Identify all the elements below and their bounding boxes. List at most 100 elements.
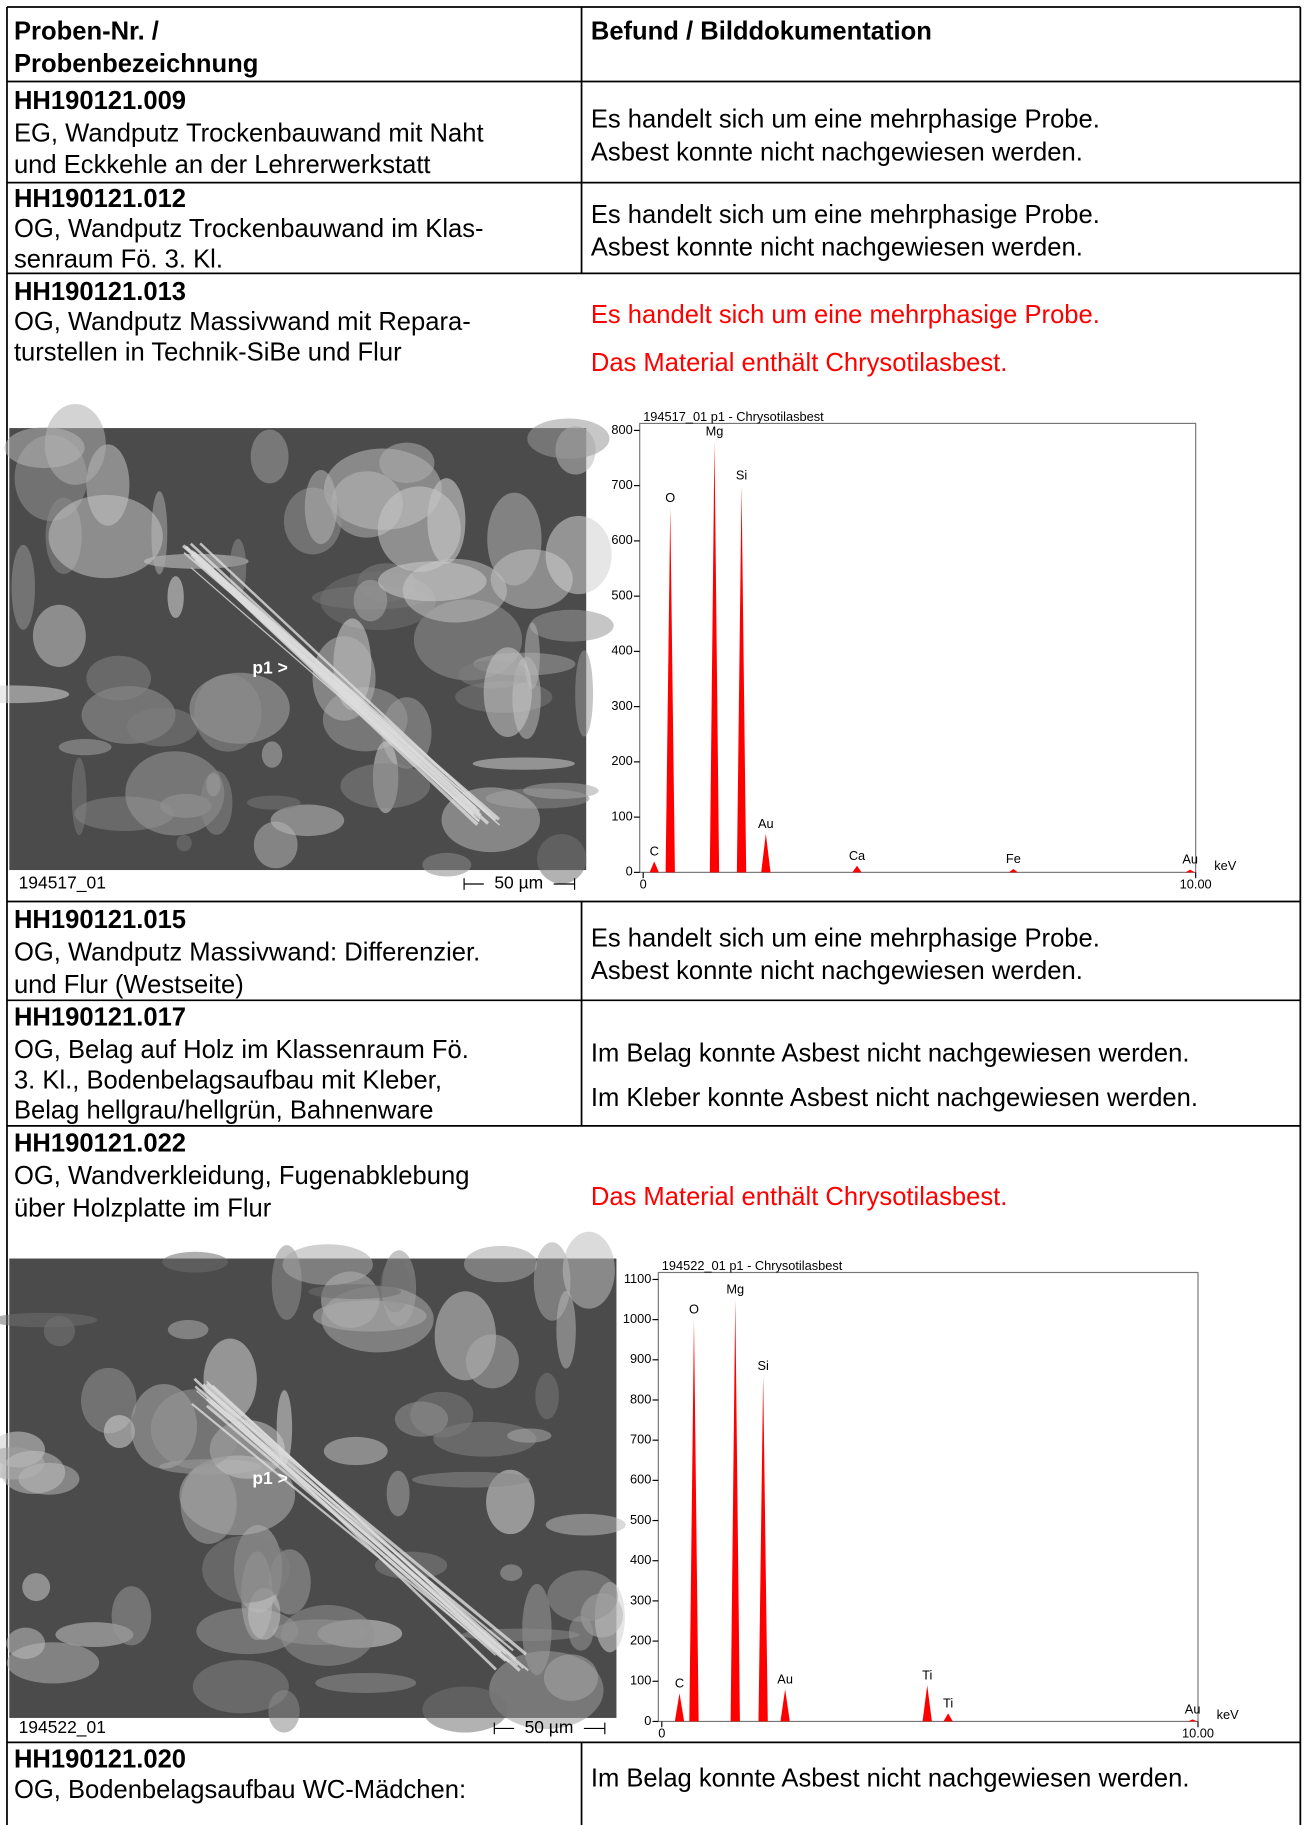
sem-particle [247,796,301,810]
y-tick-label: 200 [611,753,632,768]
sem-particle [104,1415,135,1448]
spectrum-peak [689,1320,698,1722]
y-tick-label: 500 [630,1512,651,1527]
y-tick-label: 700 [611,477,632,492]
sample-id: HH190121.017 [14,1004,186,1032]
sem-point: p1 > [252,1468,287,1488]
sem-particle [1,1451,65,1494]
sample-description: OG, Belag auf Holz im Klassenraum Fö. [14,1036,469,1064]
sem-particle [537,834,586,884]
peak-label: C [650,843,659,858]
y-tick-label: 100 [630,1673,651,1688]
finding: Es handelt sich um eine mehrphasige Prob… [591,925,1100,953]
sem-particle [262,741,282,767]
sem-particle [500,1564,522,1581]
sem-particle [22,1573,50,1601]
header-sample: Probenbezeichnung [14,50,258,78]
spectrum-title: 194522_01 p1 - Chrysotilasbest [662,1258,843,1273]
finding: Asbest konnte nicht nachgewiesen werden. [591,138,1083,166]
sem-particle [181,1464,237,1544]
peak-label: C [675,1675,684,1690]
sem-particle [6,1628,45,1659]
finding: Im Belag konnte Asbest nicht nachgewiese… [591,1040,1190,1068]
sem-particle [324,1437,388,1465]
x-tick-label: 0 [640,877,647,892]
sem-particle [12,545,35,630]
scale-label: 50 µm [525,1717,574,1737]
sample-description: OG, Wandverkleidung, Fugenabklebung [14,1162,469,1190]
sample-id: HH190121.022 [14,1129,186,1157]
sem-particle [547,1570,618,1621]
sem-particle [305,470,337,544]
sem-particle [556,1291,576,1369]
sem-particle [466,1334,519,1388]
peak-label: Ca [849,848,866,863]
peak-label: Ti [922,1667,932,1682]
header-sample: Proben-Nr. / [14,17,159,45]
peak-label: Au [758,816,774,831]
y-tick-label: 200 [630,1632,651,1647]
sem-particle [168,1320,209,1339]
peak-label: Si [757,1358,768,1373]
sem-particle [387,1471,410,1517]
peak-label: Mg [726,1282,744,1297]
y-tick-label: 600 [630,1472,651,1487]
sem-particle [507,1428,551,1442]
sem-particle [484,647,532,737]
spectrum-title: 194517_01 p1 - Chrysotilasbest [643,409,824,424]
sem-particle [254,822,298,869]
finding: Im Belag konnte Asbest nicht nachgewiese… [591,1764,1190,1792]
y-tick-label: 500 [611,588,632,603]
y-tick-label: 300 [630,1592,651,1607]
sem-label: 194517_01 [19,873,106,894]
y-tick-label: 1000 [623,1311,651,1326]
sample-id: HH190121.020 [14,1746,186,1774]
sample-description: turstellen in Technik-SiBe und Flur [14,338,402,366]
x-tick-label: 10.00 [1180,877,1212,892]
sem-particle [379,443,434,483]
x-tick-label: 10.00 [1182,1726,1214,1741]
spectrum-peak [737,486,746,873]
spectrum-peak [758,1376,767,1722]
sem-particle [194,674,261,752]
sem-particle [530,610,614,642]
plot-frame [640,423,1196,872]
sample-description: 3. Kl., Bodenbelagsaufbau mit Kleber, [14,1066,442,1094]
sample-description: OG, Wandputz Massivwand: Differenzier. [14,939,480,967]
peak-label: Au [1182,852,1198,867]
x-tick-label: 0 [658,1726,665,1741]
spectrum-peak [923,1685,932,1721]
sem-particle [527,418,609,458]
sample-id: HH190121.012 [14,185,186,213]
x-unit: keV [1217,1707,1239,1722]
peak-label: O [689,1302,699,1317]
y-tick-label: 400 [630,1552,651,1567]
sem-particle [272,1619,367,1645]
sem-particle [340,763,430,808]
sem-particle [315,1673,416,1693]
peak-label: Ti [943,1695,953,1710]
sem-particle [268,1690,299,1733]
finding: Es handelt sich um eine mehrphasige Prob… [591,106,1100,134]
sem-particle [575,650,593,736]
sample-description: über Holzplatte im Flur [14,1194,272,1222]
spectrum-peak [761,834,770,873]
page: { "header": {"sample": ["Proben-Nr. /", … [0,0,1305,1825]
peak-label: O [665,490,675,505]
sem-particle [202,1536,290,1603]
finding: Asbest konnte nicht nachgewiesen werden. [591,234,1083,262]
sem-particle [378,561,487,601]
sem-particle [33,605,86,667]
sem-particle [395,1402,448,1437]
sem-particle [49,495,163,578]
sem-point: p1 > [252,657,287,677]
sample-id: HH190121.013 [14,278,186,306]
spectrum-peak [731,1300,740,1722]
sem-particle [473,757,575,769]
sem-particle [546,1514,626,1536]
finding: Asbest konnte nicht nachgewiesen werden. [591,957,1083,985]
peak-label: Au [1185,1701,1201,1716]
y-tick-label: 700 [630,1432,651,1447]
sem-particle [176,835,191,851]
sem-particle [569,1616,593,1651]
